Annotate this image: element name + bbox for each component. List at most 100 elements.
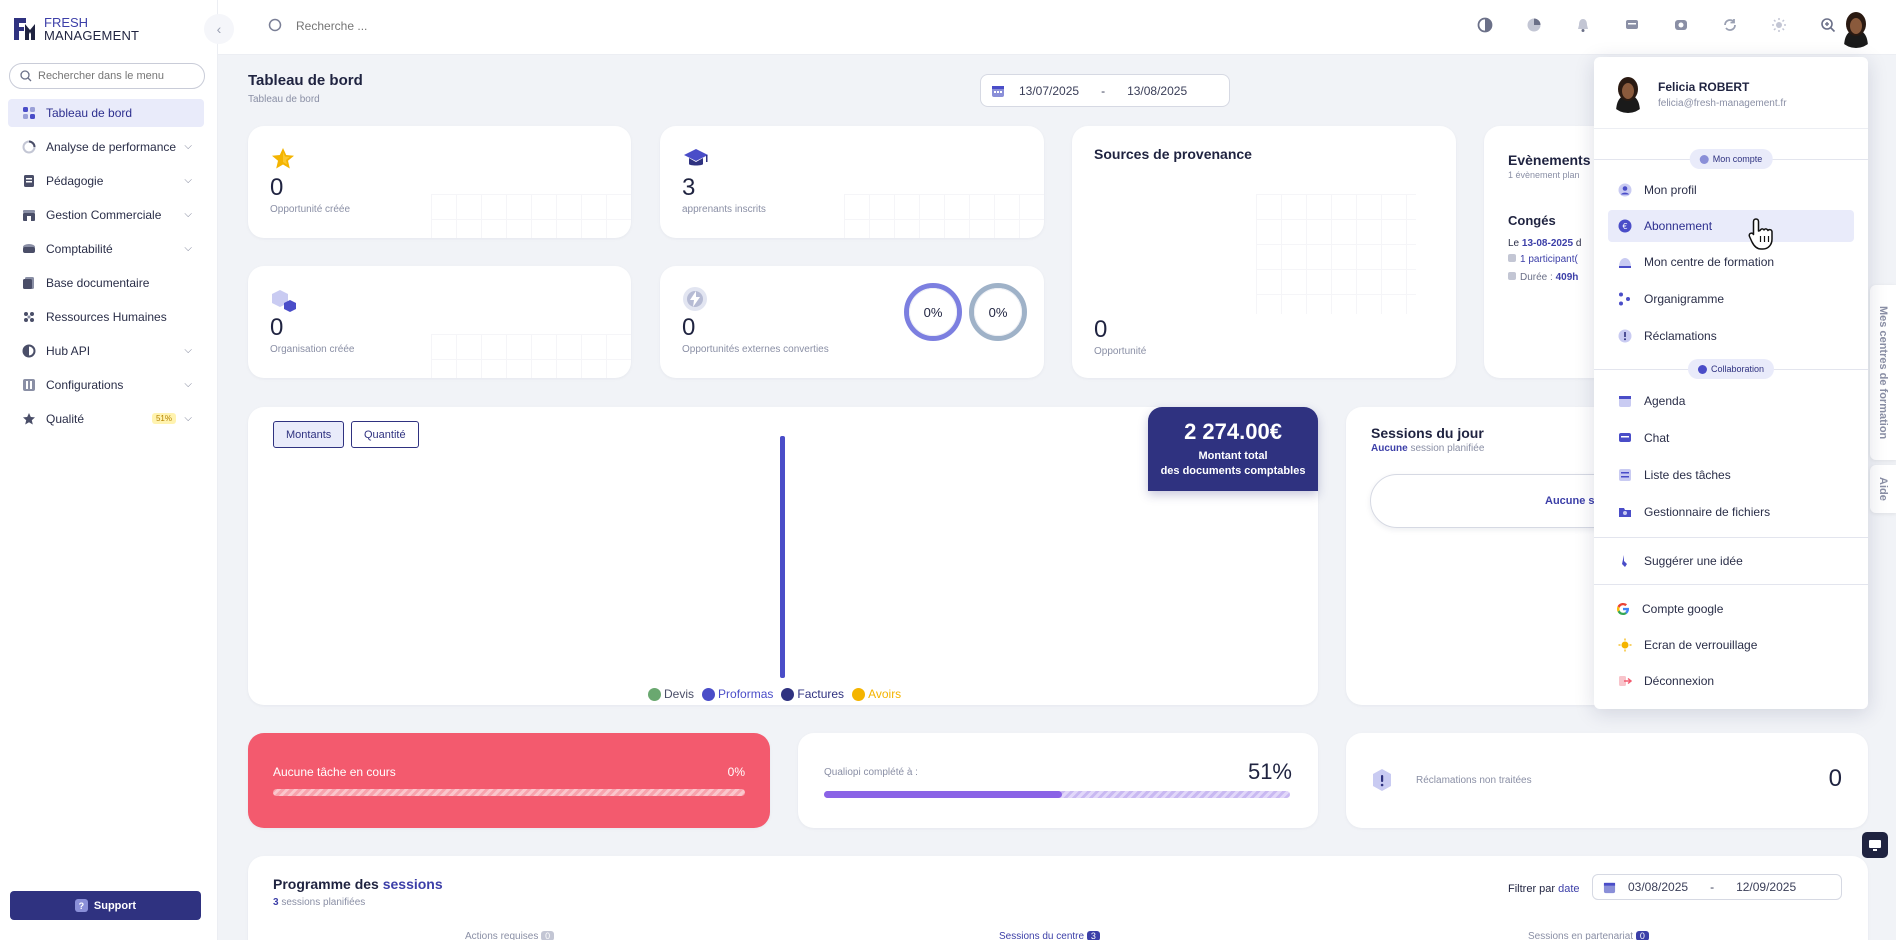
shop-icon bbox=[22, 208, 36, 222]
sidebar-item-analyse[interactable]: Analyse de performance ⌵ bbox=[8, 133, 204, 161]
card-taches[interactable]: Aucune tâche en cours 0% bbox=[248, 733, 770, 828]
sidebar-item-tableau-de-bord[interactable]: Tableau de bord bbox=[8, 99, 204, 127]
ring-1-value: 0% bbox=[923, 304, 943, 320]
menu-abonnement[interactable]: € Abonnement bbox=[1608, 210, 1854, 242]
dashboard-icon bbox=[22, 106, 36, 120]
cloud-icon[interactable] bbox=[1673, 17, 1689, 33]
conges-line: Le 13-08-2025 d bbox=[1508, 238, 1581, 249]
pie-chart-icon[interactable] bbox=[1526, 17, 1542, 33]
global-search[interactable] bbox=[268, 18, 546, 34]
menu-mon-centre[interactable]: Mon centre de formation bbox=[1608, 246, 1854, 278]
legend-avoirs[interactable]: Avoirs bbox=[852, 687, 901, 701]
programme-date-sep: - bbox=[1710, 880, 1715, 894]
card-apprenants[interactable]: 3 apprenants inscrits bbox=[660, 126, 1044, 238]
programme-title-b: sessions bbox=[382, 876, 443, 892]
card-organisations[interactable]: 0 Organisation créée bbox=[248, 266, 631, 378]
sidebar-nav: Tableau de bord Analyse de performance ⌵… bbox=[8, 99, 204, 439]
externes-value: 0 bbox=[682, 314, 696, 341]
legend-proformas[interactable]: Proformas bbox=[702, 687, 773, 701]
sidebar-item-qualite[interactable]: Qualité 51% ⌵ bbox=[8, 405, 204, 433]
tab-sessions-du-centre[interactable]: Sessions du centre 3 bbox=[999, 931, 1100, 940]
menu-organigramme[interactable]: Organigramme bbox=[1608, 283, 1854, 315]
logo[interactable]: FRESH MANAGEMENT bbox=[12, 14, 139, 44]
sidebar-item-comptabilite[interactable]: Comptabilité ⌵ bbox=[8, 235, 204, 263]
menu-gestionnaire-fichiers[interactable]: Gestionnaire de fichiers bbox=[1608, 496, 1854, 528]
programme-date-to[interactable]: 12/09/2025 bbox=[1736, 880, 1797, 894]
star-icon bbox=[272, 148, 294, 169]
card-opportunites[interactable]: 0 Opportunité créée bbox=[248, 126, 631, 238]
refresh-icon[interactable] bbox=[1722, 17, 1738, 33]
menu-mon-profil[interactable]: Mon profil bbox=[1608, 174, 1854, 206]
menu-agenda[interactable]: Agenda bbox=[1608, 385, 1854, 417]
menu-liste-taches[interactable]: Liste des tâches bbox=[1608, 459, 1854, 491]
menu-reclamations[interactable]: Réclamations bbox=[1608, 320, 1854, 352]
chart-bar bbox=[780, 436, 785, 678]
menu-label: Abonnement bbox=[1644, 219, 1713, 233]
page-title: Tableau de bord bbox=[248, 72, 363, 89]
menu-search-input[interactable] bbox=[38, 70, 198, 82]
tab-montants[interactable]: Montants bbox=[273, 421, 345, 448]
support-button[interactable]: ? Support bbox=[10, 891, 201, 920]
tab-sessions-partenariat[interactable]: Sessions en partenariat 0 bbox=[1528, 931, 1649, 940]
user-icon bbox=[1699, 154, 1709, 164]
apprenants-label: apprenants inscrits bbox=[682, 204, 766, 215]
tab-quantite[interactable]: Quantité bbox=[351, 421, 419, 448]
side-tab-centres-label: Mes centres de formation bbox=[1877, 305, 1889, 440]
menu-suggerer-idee[interactable]: Suggérer une idée bbox=[1608, 545, 1854, 577]
chevron-down-icon: ⌵ bbox=[184, 243, 192, 254]
menu-compte-google[interactable]: Compte google bbox=[1608, 593, 1854, 625]
participants-value: 1 participant( bbox=[1520, 254, 1578, 265]
calendar-icon bbox=[1618, 394, 1632, 408]
theme-toggle-icon[interactable] bbox=[1477, 17, 1493, 33]
legend-factures[interactable]: Factures bbox=[781, 687, 844, 701]
taches-label: Aucune tâche en cours bbox=[273, 765, 396, 779]
sidebar-item-base-documentaire[interactable]: Base documentaire bbox=[8, 269, 204, 297]
side-tab-aide[interactable]: Aide bbox=[1870, 465, 1896, 513]
legend-devis[interactable]: Devis bbox=[648, 687, 694, 701]
user-avatar[interactable] bbox=[1836, 8, 1876, 48]
chart-icon bbox=[22, 140, 36, 154]
logo-fresh: FRESH bbox=[44, 15, 89, 30]
bell-icon[interactable] bbox=[1575, 17, 1591, 33]
sources-value: 0 bbox=[1094, 316, 1108, 343]
sidebar-item-ressources-humaines[interactable]: Ressources Humaines bbox=[8, 303, 204, 331]
sidebar-item-gestion-commerciale[interactable]: Gestion Commerciale ⌵ bbox=[8, 201, 204, 229]
people-icon bbox=[22, 310, 36, 324]
date-range-picker[interactable]: 13/07/2025 - 13/08/2025 bbox=[980, 74, 1230, 107]
card-reclamations[interactable]: Réclamations non traitées 0 bbox=[1346, 733, 1868, 828]
star-icon bbox=[22, 412, 36, 426]
programme-date-from[interactable]: 03/08/2025 bbox=[1628, 880, 1689, 894]
global-search-input[interactable] bbox=[296, 19, 546, 33]
side-tab-centres[interactable]: Mes centres de formation bbox=[1870, 285, 1896, 460]
card-externes[interactable]: 0 Opportunités externes converties 0% 0% bbox=[660, 266, 1044, 378]
decor-grid bbox=[431, 194, 631, 238]
zoom-icon[interactable] bbox=[1820, 17, 1836, 33]
date-to[interactable]: 13/08/2025 bbox=[1127, 83, 1188, 98]
sidebar-item-configurations[interactable]: Configurations ⌵ bbox=[8, 371, 204, 399]
organisations-label: Organisation créée bbox=[270, 344, 355, 355]
sidebar-item-pedagogie[interactable]: Pédagogie ⌵ bbox=[8, 167, 204, 195]
date-from[interactable]: 13/07/2025 bbox=[1019, 83, 1080, 98]
filter-date-link[interactable]: date bbox=[1558, 883, 1580, 895]
programme-subtitle: 3 sessions planifiées bbox=[273, 897, 365, 908]
menu-search[interactable] bbox=[9, 63, 205, 89]
card-programme: Programme des sessions 3 sessions planif… bbox=[248, 856, 1868, 940]
profile-name: Felicia ROBERT bbox=[1658, 80, 1750, 94]
card-qualiopi[interactable]: Qualiopi complété à : 51% bbox=[798, 733, 1318, 828]
sidebar-item-hub-api[interactable]: Hub API ⌵ bbox=[8, 337, 204, 365]
tab-count: 0 bbox=[541, 931, 555, 940]
no-session-pill: Aucune se bbox=[1370, 474, 1646, 528]
apprenants-value: 3 bbox=[682, 174, 696, 201]
messages-icon[interactable] bbox=[1624, 17, 1640, 33]
menu-chat[interactable]: Chat bbox=[1608, 422, 1854, 454]
screen-share-button[interactable] bbox=[1862, 832, 1888, 858]
sidebar-item-label: Hub API bbox=[46, 344, 91, 358]
tab-actions-requises[interactable]: Actions requises 0 bbox=[465, 931, 555, 940]
wallet-icon bbox=[22, 242, 36, 256]
collapse-sidebar-button[interactable]: ‹ bbox=[204, 14, 234, 44]
sun-icon[interactable] bbox=[1771, 17, 1787, 33]
menu-ecran-verrouillage[interactable]: Ecran de verrouillage bbox=[1608, 629, 1854, 661]
programme-date-range[interactable]: 03/08/2025 - 12/09/2025 bbox=[1592, 874, 1842, 900]
card-sources[interactable]: Sources de provenance 0 Opportunité bbox=[1072, 126, 1456, 378]
menu-deconnexion[interactable]: Déconnexion bbox=[1608, 665, 1854, 697]
